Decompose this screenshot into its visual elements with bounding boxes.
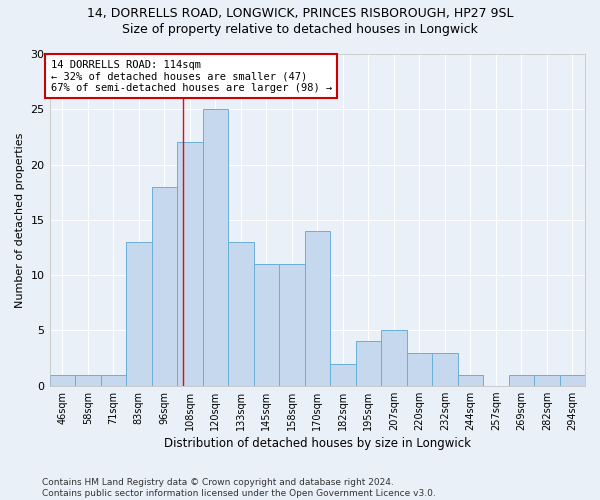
Bar xyxy=(432,352,458,386)
Bar xyxy=(509,374,534,386)
Text: Size of property relative to detached houses in Longwick: Size of property relative to detached ho… xyxy=(122,22,478,36)
Bar xyxy=(50,374,75,386)
Bar xyxy=(330,364,356,386)
Bar xyxy=(101,374,126,386)
Bar xyxy=(560,374,585,386)
Bar xyxy=(203,110,228,386)
Text: 14, DORRELLS ROAD, LONGWICK, PRINCES RISBOROUGH, HP27 9SL: 14, DORRELLS ROAD, LONGWICK, PRINCES RIS… xyxy=(87,8,513,20)
Bar xyxy=(75,374,101,386)
Bar xyxy=(152,186,177,386)
Y-axis label: Number of detached properties: Number of detached properties xyxy=(15,132,25,308)
Bar xyxy=(534,374,560,386)
Bar xyxy=(356,342,381,386)
Bar xyxy=(126,242,152,386)
Bar xyxy=(305,231,330,386)
Text: Contains HM Land Registry data © Crown copyright and database right 2024.
Contai: Contains HM Land Registry data © Crown c… xyxy=(42,478,436,498)
Bar xyxy=(458,374,483,386)
Bar xyxy=(228,242,254,386)
Bar xyxy=(381,330,407,386)
Text: 14 DORRELLS ROAD: 114sqm
← 32% of detached houses are smaller (47)
67% of semi-d: 14 DORRELLS ROAD: 114sqm ← 32% of detach… xyxy=(50,60,332,92)
Bar xyxy=(279,264,305,386)
Bar xyxy=(254,264,279,386)
Bar xyxy=(177,142,203,386)
X-axis label: Distribution of detached houses by size in Longwick: Distribution of detached houses by size … xyxy=(164,437,471,450)
Bar xyxy=(407,352,432,386)
